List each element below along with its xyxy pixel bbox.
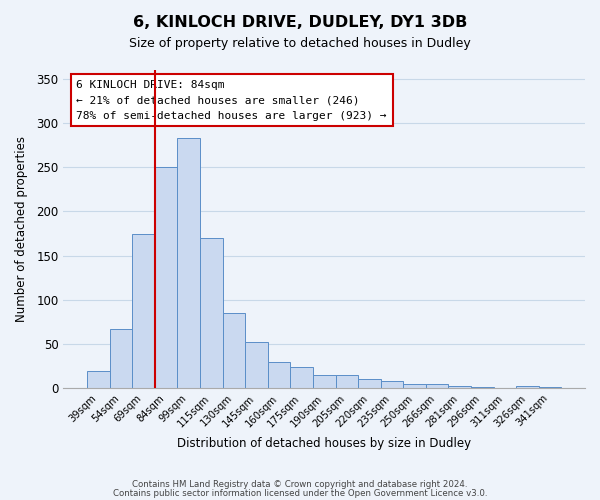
Bar	[268, 362, 290, 388]
Bar	[178, 138, 200, 388]
Bar	[448, 386, 471, 388]
Bar	[110, 329, 133, 388]
Bar	[335, 375, 358, 388]
Text: Contains public sector information licensed under the Open Government Licence v3: Contains public sector information licen…	[113, 488, 487, 498]
Text: 6, KINLOCH DRIVE, DUDLEY, DY1 3DB: 6, KINLOCH DRIVE, DUDLEY, DY1 3DB	[133, 15, 467, 30]
Bar	[516, 386, 539, 388]
Bar	[87, 370, 110, 388]
Bar	[403, 384, 426, 388]
Y-axis label: Number of detached properties: Number of detached properties	[15, 136, 28, 322]
Text: 6 KINLOCH DRIVE: 84sqm
← 21% of detached houses are smaller (246)
78% of semi-de: 6 KINLOCH DRIVE: 84sqm ← 21% of detached…	[76, 80, 387, 120]
Text: Size of property relative to detached houses in Dudley: Size of property relative to detached ho…	[129, 38, 471, 51]
Bar	[155, 167, 178, 388]
Bar	[313, 375, 335, 388]
Bar	[245, 342, 268, 388]
Bar	[223, 313, 245, 388]
Bar	[426, 384, 448, 388]
Bar	[290, 367, 313, 388]
Bar	[380, 381, 403, 388]
Text: Contains HM Land Registry data © Crown copyright and database right 2024.: Contains HM Land Registry data © Crown c…	[132, 480, 468, 489]
Bar	[200, 238, 223, 388]
X-axis label: Distribution of detached houses by size in Dudley: Distribution of detached houses by size …	[177, 437, 471, 450]
Bar	[133, 234, 155, 388]
Bar	[358, 380, 380, 388]
